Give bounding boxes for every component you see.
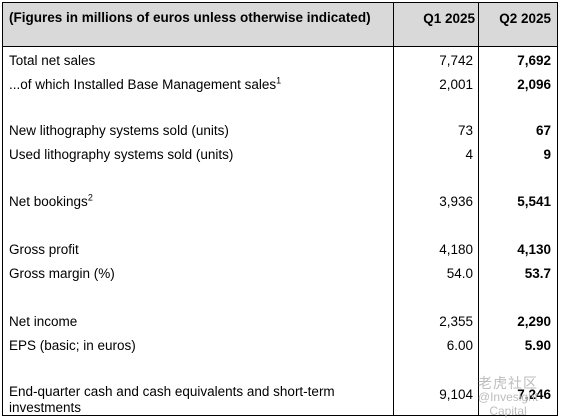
- row-label: Used lithography systems sold (units): [9, 147, 234, 162]
- watermark-brand: 老虎社区: [478, 375, 538, 391]
- watermark: 老虎社区 @Invesight Capital: [460, 376, 556, 418]
- table-header: (Figures in millions of euros unless oth…: [3, 3, 557, 47]
- row-q1-value: 54.0: [446, 266, 473, 281]
- row-q1-value: 4,180: [439, 242, 473, 257]
- row-q2-value: 53.7: [524, 266, 551, 281]
- row-q1-value: 2,355: [439, 314, 473, 329]
- row-q2-value: 67: [535, 123, 551, 138]
- footnote-marker: 2: [87, 192, 93, 203]
- row-q2-value: 5.90: [524, 338, 551, 353]
- row-q2-value: 2,290: [517, 314, 551, 329]
- row-q1-value: 7,742: [439, 53, 473, 68]
- row-q1-value: 4: [465, 147, 473, 162]
- row-q2-value: 7,246: [517, 387, 551, 402]
- row-q2-value: 7,692: [517, 53, 551, 68]
- row-label: Total net sales: [9, 53, 96, 68]
- row-label: Net income: [9, 314, 78, 329]
- row-q2-value: 9: [543, 147, 551, 162]
- column-divider-q2: [478, 3, 479, 415]
- row-q1-value: 3,936: [439, 194, 473, 209]
- row-q1-value: 73: [457, 123, 473, 138]
- watermark-handle: @Invesight Capital: [477, 390, 539, 418]
- row-label: Gross profit: [9, 242, 79, 257]
- header-q2: Q2 2025: [499, 11, 551, 26]
- row-label: Gross margin (%): [9, 266, 115, 281]
- row-label: End-quarter cash and cash equivalents an…: [9, 384, 335, 415]
- row-q1-value: 9,104: [439, 387, 473, 402]
- row-label: New lithography systems sold (units): [9, 123, 229, 138]
- row-q2-value: 4,130: [517, 242, 551, 257]
- footnote-marker: 1: [276, 75, 282, 86]
- header-q1: Q1 2025: [423, 11, 475, 26]
- row-label: EPS (basic; in euros): [9, 338, 136, 353]
- row-q2-value: 5,541: [517, 194, 551, 209]
- row-q2-value: 2,096: [517, 77, 551, 92]
- financial-table: (Figures in millions of euros unless oth…: [2, 2, 558, 416]
- row-label: ...of which Installed Base Management sa…: [9, 75, 282, 92]
- row-q1-value: 2,001: [439, 77, 473, 92]
- row-q1-value: 6.00: [446, 338, 473, 353]
- column-divider-q1: [393, 3, 394, 415]
- row-label: Net bookings2: [9, 192, 93, 209]
- header-label: (Figures in millions of euros unless oth…: [9, 10, 371, 25]
